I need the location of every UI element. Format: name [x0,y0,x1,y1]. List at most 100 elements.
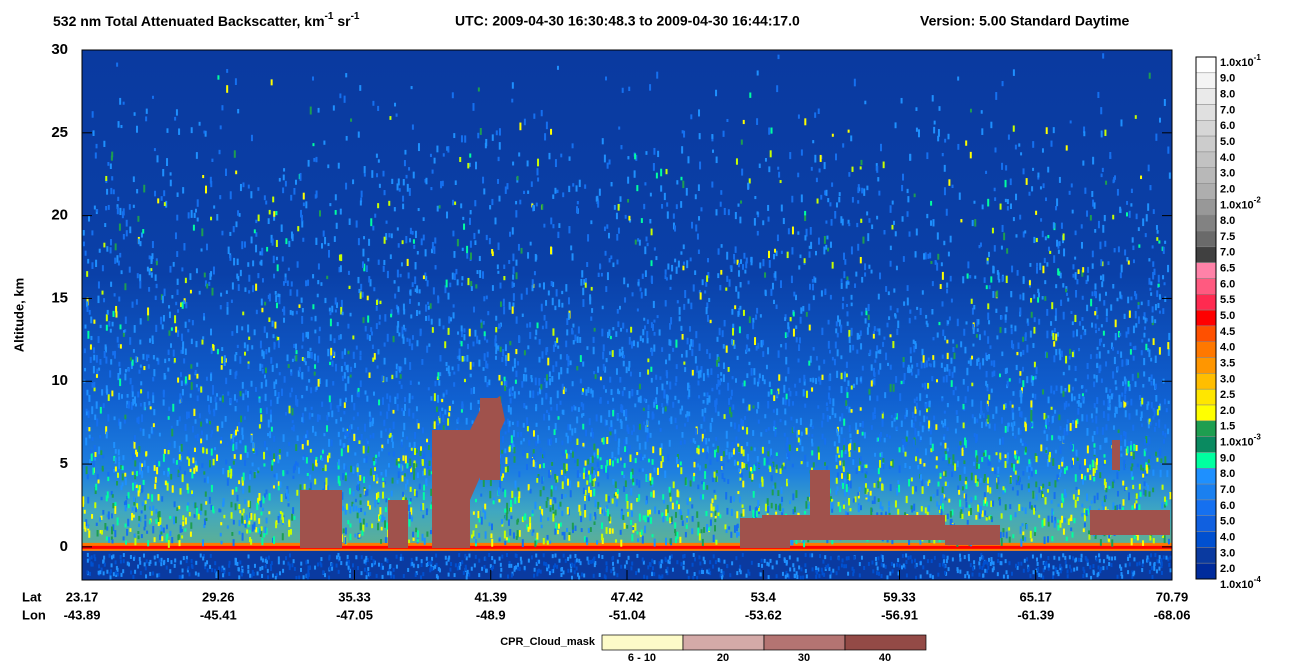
speckle [233,431,236,438]
speckle [557,231,560,239]
speckle [693,461,696,468]
speckle [755,510,758,517]
speckle [111,513,114,519]
speckle [641,535,644,544]
speckle [690,338,693,347]
speckle [301,439,304,447]
speckle [109,239,112,246]
speckle [323,140,326,145]
speckle [122,332,125,337]
speckle [488,522,491,527]
speckle [784,317,787,321]
speckle [660,443,663,449]
speckle [770,455,773,459]
speckle [800,435,803,440]
speckle [916,512,919,517]
speckle [1165,500,1168,506]
speckle [774,271,777,278]
speckle [986,485,989,493]
speckle [928,505,931,512]
speckle [620,145,623,150]
speckle [827,392,830,400]
speckle [1010,328,1013,335]
speckle [541,454,544,459]
speckle [596,448,599,457]
speckle [962,422,965,429]
speckle [310,316,313,321]
speckle [396,183,399,191]
speckle [680,467,683,475]
speckle [1031,186,1034,192]
speckle [217,75,220,80]
speckle [749,505,752,511]
speckle [1025,178,1028,185]
speckle [366,333,369,340]
speckle [253,472,256,479]
speckle [844,489,847,497]
speckle [904,451,907,457]
speckle [205,185,208,194]
speckle [586,346,589,350]
speckle [621,390,624,397]
speckle [780,344,783,348]
speckle [841,413,844,421]
speckle [286,470,289,475]
speckle [738,445,741,453]
speckle [1017,456,1020,464]
speckle [1157,303,1160,309]
speckle [145,108,148,114]
speckle [716,354,719,361]
speckle [1000,513,1003,519]
speckle [890,414,893,419]
speckle [638,513,641,522]
speckle [656,315,659,319]
speckle [593,327,596,332]
speckle [154,483,157,490]
speckle [334,309,337,313]
speckle [183,470,186,475]
speckle [812,462,815,468]
speckle [761,374,764,382]
speckle [946,288,949,294]
speckle [372,100,375,106]
speckle [1068,355,1071,360]
speckle [653,467,656,473]
speckle [317,107,320,113]
speckle [924,448,927,456]
speckle [402,455,405,461]
speckle [492,500,495,505]
speckle [375,299,378,306]
speckle [229,369,232,376]
speckle [955,344,958,348]
speckle [650,275,653,283]
speckle [1162,308,1165,315]
speckle [918,410,921,416]
speckle [1116,350,1119,355]
speckle [1022,292,1025,301]
speckle [1156,230,1159,234]
speckle [793,291,796,297]
speckle [195,465,198,472]
speckle [921,479,924,487]
speckle [529,522,532,530]
speckle [756,506,759,511]
speckle [608,351,611,355]
speckle [226,69,229,73]
speckle [696,447,699,454]
speckle [124,283,127,291]
speckle [757,342,760,349]
speckle [141,414,144,423]
speckle [365,522,368,528]
speckle [259,531,262,537]
speckle [998,458,1001,463]
speckle [704,290,707,294]
speckle [756,456,759,462]
speckle [688,385,691,389]
speckle [821,420,824,428]
speckle [250,236,253,244]
speckle [227,246,230,255]
speckle [1147,419,1150,423]
speckle [427,445,430,450]
speckle [1011,432,1014,436]
speckle [866,327,869,335]
